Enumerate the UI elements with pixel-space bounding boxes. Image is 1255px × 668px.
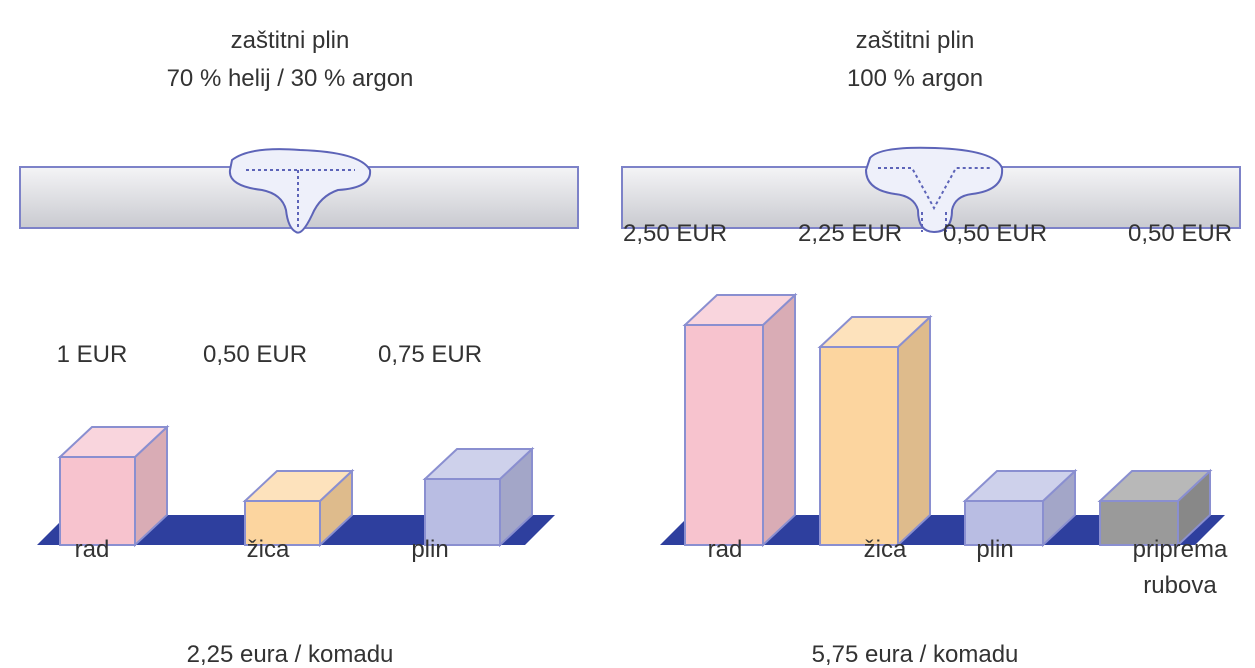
category-label: plin — [976, 536, 1014, 563]
bar-3d — [817, 314, 933, 548]
bar-top — [242, 470, 355, 502]
weld-right — [621, 146, 1241, 234]
total-annotation: 5,75 eura / komadu — [812, 641, 1019, 668]
category-label: žica — [246, 536, 290, 563]
category-label: plin — [411, 536, 449, 563]
subtitle: 100 % argon — [847, 65, 983, 92]
bar-top — [422, 448, 535, 480]
value-label: 2,50 EUR — [623, 220, 727, 247]
bar-side — [897, 314, 931, 548]
total-annotation: 2,25 eura / komadu — [187, 641, 394, 668]
bar-front — [684, 324, 764, 546]
bar-3d — [422, 446, 535, 548]
bar-front — [819, 346, 899, 546]
title: zaštitni plin — [231, 27, 350, 54]
floor — [660, 515, 1225, 545]
bar-top — [962, 470, 1078, 502]
bar-top — [682, 294, 798, 326]
value-label: 0,50 EUR — [943, 220, 1047, 247]
bar-3d — [962, 468, 1078, 548]
bar-top — [57, 426, 170, 458]
category-label: priprema rubova — [1132, 536, 1228, 599]
bar-side — [762, 292, 796, 548]
bar-3d — [242, 468, 355, 548]
value-label: 1 EUR — [57, 341, 128, 368]
value-label: 0,75 EUR — [378, 341, 482, 368]
category-label: žica — [863, 536, 907, 563]
bar-3d — [1097, 468, 1213, 548]
bar-front — [964, 500, 1044, 546]
category-label: rad — [707, 536, 743, 563]
bar-top — [1097, 470, 1213, 502]
title: zaštitni plin — [856, 27, 975, 54]
weld-left — [19, 148, 579, 234]
bar-top — [817, 316, 933, 348]
bar-front — [1099, 500, 1179, 546]
bar-3d — [57, 424, 170, 548]
category-label: rad — [74, 536, 110, 563]
value-label: 0,50 EUR — [203, 341, 307, 368]
bar-3d — [682, 292, 798, 548]
subtitle: 70 % helij / 30 % argon — [167, 65, 414, 92]
value-label: 2,25 EUR — [798, 220, 902, 247]
value-label: 0,50 EUR — [1128, 220, 1232, 247]
